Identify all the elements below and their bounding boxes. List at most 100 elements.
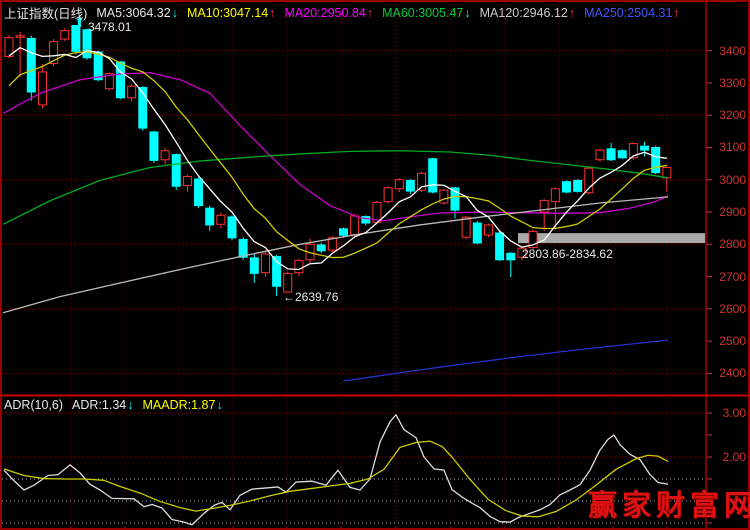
candle-body — [562, 181, 571, 193]
adr-line-maadr — [3, 440, 669, 518]
candle-body — [483, 224, 493, 236]
candle-body — [327, 237, 337, 251]
candle-body — [93, 51, 103, 81]
candle-body — [539, 199, 549, 213]
candle-body — [495, 232, 505, 261]
candle-body — [528, 230, 538, 249]
candle-body — [350, 215, 360, 236]
candle-body — [260, 253, 270, 274]
gap-band — [518, 233, 705, 244]
gap-range-annotation: 2803.86-2834.62 — [522, 247, 613, 261]
price-axis-label: 3000 — [719, 172, 746, 187]
candle-body — [628, 143, 638, 159]
adr-legend-item: MAADR:1.87 ↓ — [143, 398, 223, 412]
ma-line-ma10 — [8, 51, 667, 259]
ma-legend-item: MA60:3005.47 ↓ — [382, 6, 471, 20]
ma-legend-item: MA20:2950.84 ↑ — [285, 6, 374, 20]
candle-body — [182, 176, 192, 187]
candle-body — [361, 216, 371, 224]
ma-legend-item: MA5:3064.32 ↓ — [96, 6, 178, 20]
candle-body — [171, 154, 181, 187]
candle-body — [339, 228, 348, 236]
ma-line-ma250 — [342, 339, 669, 382]
candle-body — [417, 172, 427, 191]
price-axis-label: 2600 — [719, 301, 746, 316]
main-chart-header: 上证指数(日线) MA5:3064.32 ↓ MA10:3047.14 ↑ MA20:2… — [4, 3, 680, 22]
candle-body — [160, 150, 170, 161]
candle-body — [4, 37, 14, 57]
ma-legend-item-value: MA5:3064.32 — [96, 5, 171, 20]
arrow-down-icon: ↓ — [171, 5, 178, 20]
low-price-annotation: ←2639.76 — [283, 290, 339, 304]
price-axis-label: 3300 — [719, 75, 746, 90]
price-axis-label: 2700 — [719, 269, 746, 284]
adr-axis-label: 2.00 — [722, 450, 746, 464]
candle-body — [383, 187, 393, 203]
candle-body — [37, 71, 47, 106]
candle-body — [461, 216, 471, 238]
candle-body — [71, 24, 81, 52]
arrow-up-icon: ↑ — [568, 5, 576, 20]
candle-body — [394, 179, 404, 190]
price-axis-label: 2900 — [719, 205, 746, 220]
candle-body — [517, 247, 527, 258]
index-title: 上证指数(日线) — [4, 7, 88, 21]
adr-legend: ADR:1.34 ↓ MAADR:1.87 ↓ — [72, 398, 223, 412]
candle-body — [49, 41, 59, 65]
price-axis-label: 2800 — [719, 237, 746, 252]
ma-legend-item-value: MA250:2504.31 — [584, 5, 673, 20]
candle-body — [428, 158, 438, 193]
arrow-down-icon: ↓ — [216, 398, 223, 412]
price-axis-label: 2400 — [719, 366, 746, 381]
adr-axis-label: 3.00 — [722, 406, 746, 420]
candle-body — [405, 179, 415, 192]
ma-legend: MA5:3064.32 ↓ MA10:3047.14 ↑ MA20:2950.84 ↑ MA… — [96, 6, 679, 20]
high-marker-arrow-icon: ⬆ — [74, 15, 85, 30]
ma-legend-item-value: MA120:2946.12 — [479, 5, 568, 20]
ma-line-ma20 — [2, 71, 669, 222]
arrow-up-icon: ↑ — [673, 5, 680, 20]
arrow-down-icon: ↓ — [127, 398, 134, 412]
candle-body — [294, 259, 304, 274]
candle-body — [138, 86, 148, 129]
candle-body — [26, 37, 36, 93]
candle-body — [606, 148, 616, 161]
candle-body — [651, 146, 661, 174]
candle-body — [283, 272, 293, 293]
adr-legend-item-value: MAADR:1.87 — [142, 398, 216, 412]
ma-legend-item: MA10:3047.14 ↑ — [187, 6, 276, 20]
candle-body — [60, 30, 70, 40]
candle-body — [82, 29, 92, 59]
ma-legend-item-value: MA60:3005.47 — [382, 5, 464, 20]
candle-body — [194, 178, 204, 207]
ma-legend-item: MA120:2946.12 ↑ — [480, 6, 576, 20]
candle-body — [662, 166, 672, 179]
price-axis-label: 3100 — [719, 140, 746, 155]
candle-body — [617, 150, 627, 159]
ma-line-ma120 — [2, 196, 669, 314]
candle-body — [584, 167, 594, 194]
candle-body — [472, 222, 482, 244]
adr-indicator-title: ADR(10,6) — [4, 398, 64, 412]
adr-legend-item: ADR:1.34 ↓ — [72, 398, 133, 412]
candle-body — [249, 257, 259, 274]
candle-body — [316, 244, 326, 252]
site-watermark: 赢家财富网 — [588, 488, 750, 522]
candle-body — [272, 256, 282, 287]
candle-body — [127, 85, 137, 99]
candle-body — [227, 216, 237, 239]
ma-legend-item: MA250:2504.31 ↑ — [584, 6, 680, 20]
ma-legend-item-value: MA10:3047.14 — [186, 5, 269, 20]
price-axis-label: 3200 — [719, 108, 746, 123]
candle-body — [439, 189, 449, 204]
candle-body — [149, 131, 159, 161]
candle-body — [104, 73, 114, 90]
arrow-up-icon: ↑ — [366, 5, 374, 20]
candle-body — [640, 145, 650, 151]
candle-body — [595, 149, 605, 161]
high-price-annotation: 3478.01 — [88, 20, 132, 34]
ma-line-ma60 — [2, 150, 669, 225]
